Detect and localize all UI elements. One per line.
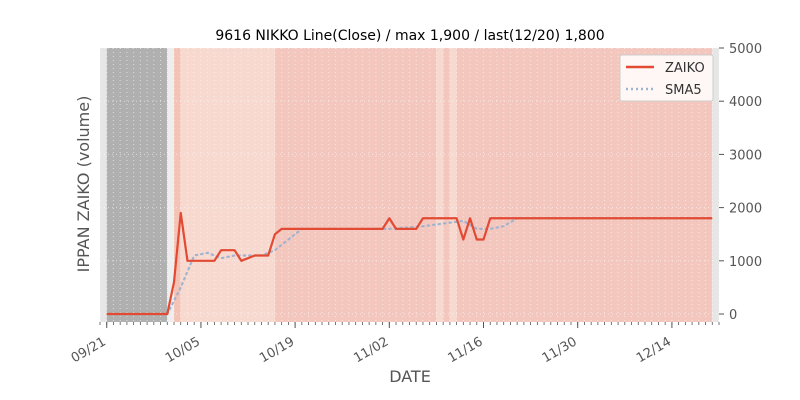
background-band-1 (106, 48, 168, 322)
background-band-8 (449, 48, 457, 322)
series-line-zaiko (106, 211, 713, 316)
x-axis-ticks: 09/21 10/05 10/19 11/02 11/16 11/30 12/14 (69, 322, 720, 366)
y-tick-label-3: 3000 (729, 148, 762, 163)
legend-label-sma5: SMA5 (665, 83, 702, 98)
x-tick-label-4: 11/16 (446, 334, 486, 366)
x-axis-label: DATE (389, 367, 431, 386)
background-band-10 (712, 48, 719, 322)
y-axis-ticks: 0 1000 2000 3000 4000 5000 (719, 42, 762, 323)
chart-title: 9616 NIKKO Line(Close) / max 1,900 / las… (215, 28, 604, 44)
x-tick-label-6: 12/14 (634, 334, 674, 366)
x-tick-label-0: 09/21 (69, 334, 109, 366)
legend: ZAIKO SMA5 (619, 54, 714, 102)
y-tick-label-4: 4000 (729, 95, 762, 110)
legend-label-zaiko: ZAIKO (665, 61, 705, 76)
x-tick-label-1: 10/05 (163, 334, 203, 366)
y-tick-label-1: 1000 (729, 255, 762, 270)
y-axis-label: IPPAN ZAIKO (volume) (74, 96, 93, 273)
series-group (106, 211, 714, 316)
x-tick-label-2: 10/19 (257, 334, 297, 366)
x-tick-label-5: 11/30 (540, 334, 580, 366)
x-tick-label-3: 11/02 (351, 334, 391, 366)
background-band-2 (167, 48, 175, 322)
background-band-7 (443, 48, 450, 322)
grid (99, 47, 720, 322)
y-tick-label-2: 2000 (729, 202, 762, 217)
background-band-0 (100, 48, 107, 322)
background-band-6 (436, 48, 444, 322)
y-tick-label-5: 5000 (729, 42, 762, 57)
background-band-3 (174, 48, 181, 322)
y-tick-label-0: 0 (729, 308, 737, 323)
